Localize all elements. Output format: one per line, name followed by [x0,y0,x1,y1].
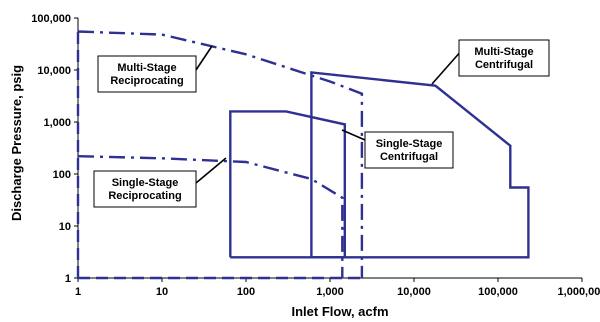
series-single-stage-reciprocating [77,155,344,278]
x-axis-title: Inlet Flow, acfm [291,304,388,319]
x-tick-labels: 1 10 100 1,000 10,000 100,000 1,000,000 [75,278,600,298]
y-tick-label: 1 [65,273,71,285]
x-tick-label: 1,000,000 [558,286,600,298]
x-tick-label: 100 [237,286,255,298]
leader-line [195,157,227,184]
series-multi-stage-centrifugal [310,71,530,259]
x-tick-label: 10 [156,286,168,298]
annotation-layer: Multi-Stage Reciprocating Single-Stage Reci… [93,39,550,208]
y-tick-label: 100,000 [31,13,71,25]
x-tick-label: 1,000 [316,286,344,298]
annotation-single-stage-reciprocating: Single-Stage Reciprocating [93,157,227,208]
y-tick-label: 10 [59,221,71,233]
y-tick-label: 10,000 [37,65,71,77]
annotation-text: Multi-Stage Centrifugal [474,46,533,71]
annotation-multi-stage-centrifugal: Multi-Stage Centrifugal [431,39,550,85]
y-tick-label: 100 [53,169,71,181]
leader-line [195,45,213,71]
annotation-box [364,131,454,169]
annotation-multi-stage-reciprocating: Multi-Stage Reciprocating [97,45,213,93]
series-multi-stage-reciprocating [77,30,364,278]
series-single-stage-centrifugal [229,110,346,259]
annotation-text: Single-Stage Reciprocating [108,177,181,202]
y-tick-labels: 1 10 100 1,000 10,000 100,000 [31,13,78,285]
y-axis-title: Discharge Pressure, psig [9,65,24,221]
annotation-box [97,55,197,93]
series-layer [76,30,530,280]
x-tick-label: 10,000 [397,286,431,298]
annotation-box [93,170,197,208]
leader-line [431,49,463,85]
x-tick-label: 1 [75,286,81,298]
annotation-text: Multi-Stage Reciprocating [110,62,183,87]
x-tick-label: 100,000 [478,286,518,298]
leader-line [341,129,366,141]
y-tick-label: 1,000 [43,117,71,129]
annotation-single-stage-centrifugal: Single-Stage Centrifugal [341,129,454,169]
annotation-text: Single-Stage Centrifugal [376,138,443,163]
annotation-box [458,39,550,77]
